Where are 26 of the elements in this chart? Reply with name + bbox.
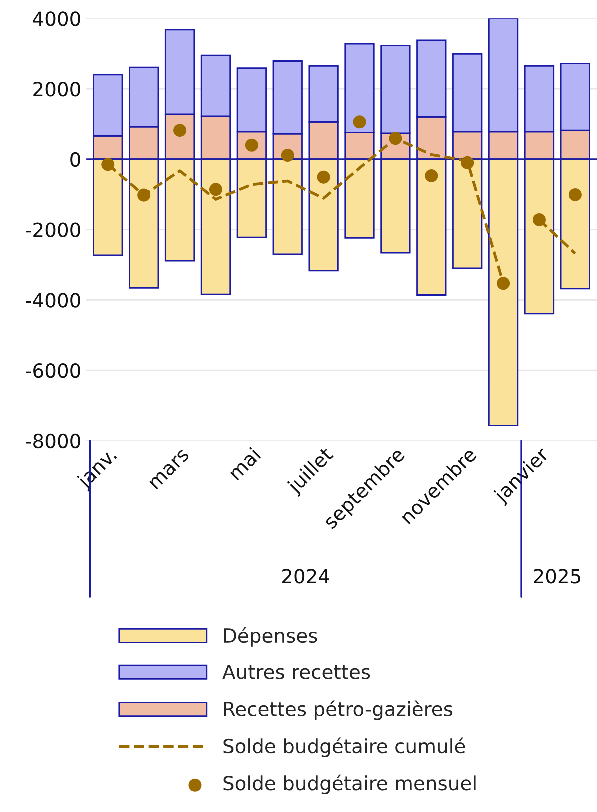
point	[461, 156, 474, 170]
y-tick-label: 2000	[34, 82, 80, 97]
legend-label: Dépenses	[224, 627, 318, 647]
legend-label: Autres recettes	[222, 664, 370, 680]
legend-label: Solde budgétaire mensuel	[224, 774, 476, 794]
point	[102, 158, 115, 172]
point	[317, 170, 330, 184]
text: 2024	[282, 569, 330, 584]
y-tick-label: -2000	[26, 222, 80, 238]
legend-label: Solde budgétaire cumulé	[224, 738, 466, 758]
point	[568, 188, 582, 202]
point	[497, 277, 510, 290]
y-tick-label: -6000	[26, 364, 80, 378]
point	[389, 132, 402, 146]
y-tick-label: -8000	[26, 434, 80, 449]
point	[425, 169, 438, 182]
point	[138, 188, 151, 202]
point	[209, 183, 222, 196]
legend-label: Recettes pétro-gazières	[224, 700, 453, 720]
y-tick-label: -4000	[26, 293, 80, 308]
point	[353, 116, 366, 129]
point	[532, 213, 546, 226]
y-tick-label: 0	[70, 152, 80, 168]
y-tick-label: 4000	[33, 12, 80, 26]
text: 2025	[534, 569, 581, 584]
point	[281, 149, 294, 162]
